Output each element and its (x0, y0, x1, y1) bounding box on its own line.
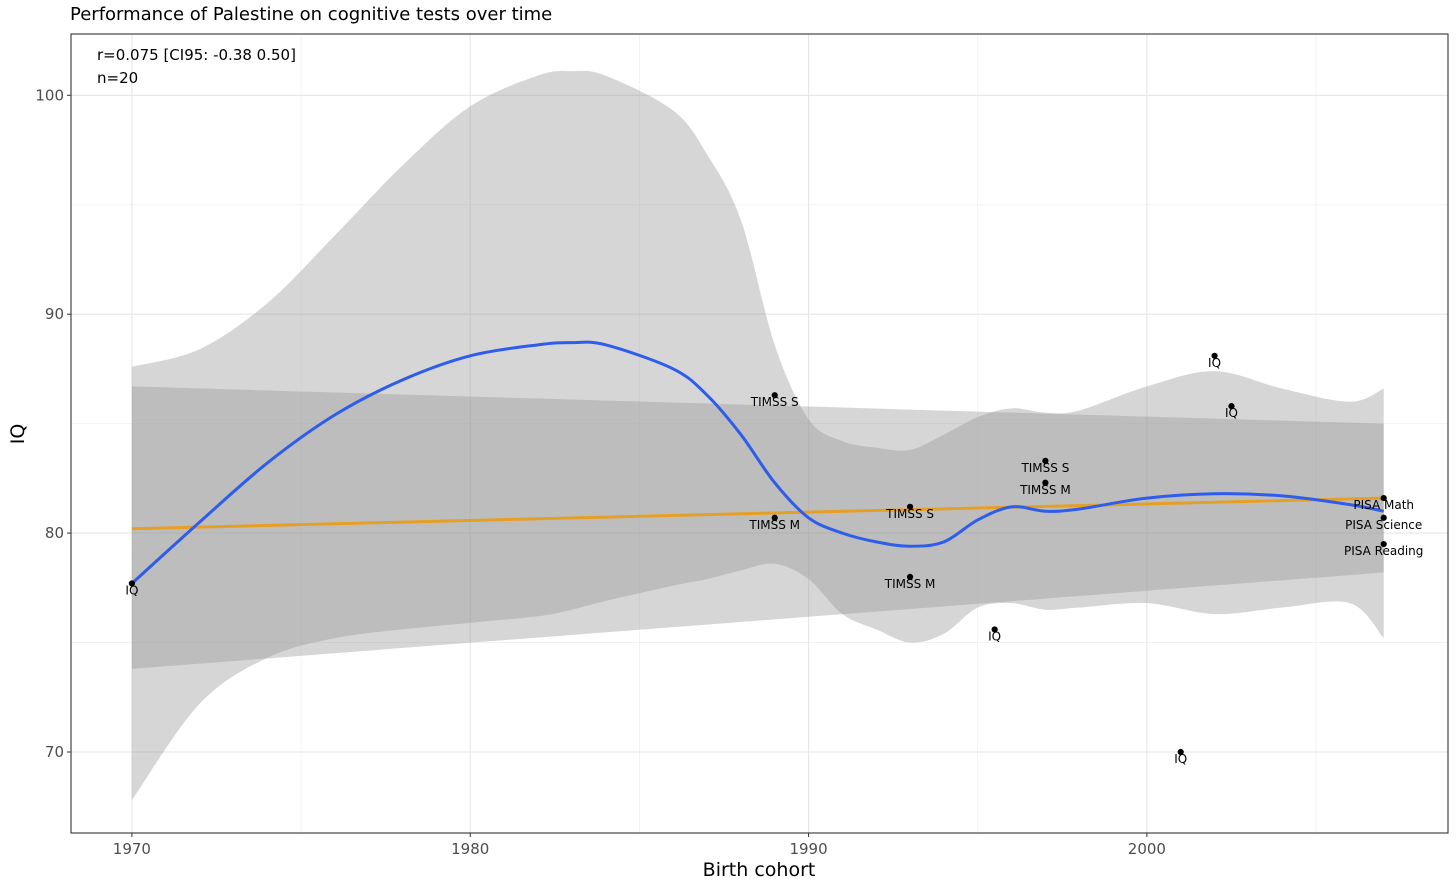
data-point (1380, 514, 1387, 521)
grid-major (71, 34, 1448, 833)
grid-minor (71, 34, 1448, 833)
data-point-labels: IQ TIMSS S TIMSS M TIMSS S TIMSS M IQ TIMSS S T… (125, 356, 1423, 766)
data-point (906, 573, 914, 580)
data-point (991, 626, 998, 633)
plot-panel (71, 34, 1448, 833)
data-point-label: TIMSS S (750, 395, 799, 409)
data-point-label: IQ (1174, 752, 1187, 766)
data-point (128, 580, 135, 587)
y-axis-title: IQ (7, 424, 29, 445)
data-point (1042, 457, 1049, 464)
data-point-label: IQ (1208, 356, 1221, 370)
y-tick-label: 80 (45, 524, 64, 542)
data-point (1042, 479, 1049, 486)
data-point-label: PISA Science (1345, 518, 1422, 532)
data-point (906, 503, 914, 510)
loess-confidence-band (131, 70, 1384, 801)
data-point-label: PISA Reading (1344, 544, 1423, 558)
x-axis-title: Birth cohort (703, 859, 816, 881)
data-point (771, 392, 778, 399)
y-tick-label: 90 (45, 305, 64, 323)
data-point-label: TIMSS M (884, 577, 936, 591)
y-tick-label: 100 (35, 86, 64, 104)
fit-lines (130, 340, 1385, 585)
linear-confidence-band (131, 386, 1384, 669)
data-points (128, 352, 1387, 756)
data-point (771, 514, 778, 521)
data-point (1380, 494, 1387, 502)
data-point-label: PISA Math (1353, 498, 1414, 512)
x-tick-label: 1970 (113, 840, 151, 858)
loess-fit-line (130, 340, 1385, 585)
linear-fit-line (131, 496, 1384, 531)
y-tick-label: 70 (45, 743, 64, 761)
data-point-label: IQ (125, 583, 138, 597)
x-tick-label: 1990 (789, 840, 827, 858)
data-point-label: IQ (1225, 406, 1238, 420)
data-point (1228, 403, 1235, 410)
annotation-correlation: r=0.075 [CI95: -0.38 0.50] (97, 46, 296, 64)
x-axis: 1970 1980 1990 2000 (113, 833, 1166, 858)
x-tick-label: 2000 (1128, 840, 1166, 858)
x-tick-label: 1980 (451, 840, 489, 858)
plot-border (70, 33, 1449, 834)
annotation-sample-size: n=20 (97, 69, 138, 87)
data-point-label: IQ (988, 629, 1001, 643)
data-point (1380, 540, 1387, 548)
data-point-label: TIMSS M (748, 518, 800, 532)
chart-title: Performance of Palestine on cognitive te… (70, 4, 553, 25)
data-point-label: TIMSS S (885, 507, 934, 521)
data-point (1211, 352, 1218, 359)
data-point-label: TIMSS S (1020, 461, 1069, 475)
data-point (1177, 748, 1184, 756)
confidence-bands (131, 70, 1384, 801)
data-point-label: TIMSS M (1019, 483, 1071, 497)
y-axis: 70 80 90 100 (35, 86, 71, 761)
